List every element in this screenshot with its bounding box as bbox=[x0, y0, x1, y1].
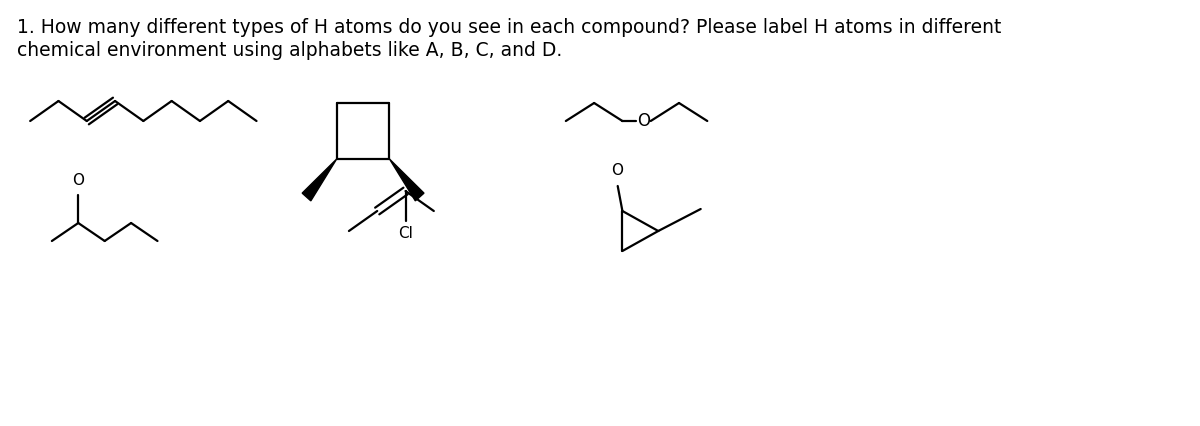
Polygon shape bbox=[302, 159, 337, 201]
Polygon shape bbox=[390, 159, 424, 201]
Text: O: O bbox=[72, 173, 84, 188]
Text: chemical environment using alphabets like A, B, C, and D.: chemical environment using alphabets lik… bbox=[17, 41, 563, 60]
Text: 1. How many different types of H atoms do you see in each compound? Please label: 1. How many different types of H atoms d… bbox=[17, 18, 1001, 37]
Text: O: O bbox=[637, 112, 649, 130]
Text: Cl: Cl bbox=[398, 226, 413, 241]
Text: O: O bbox=[611, 163, 623, 178]
